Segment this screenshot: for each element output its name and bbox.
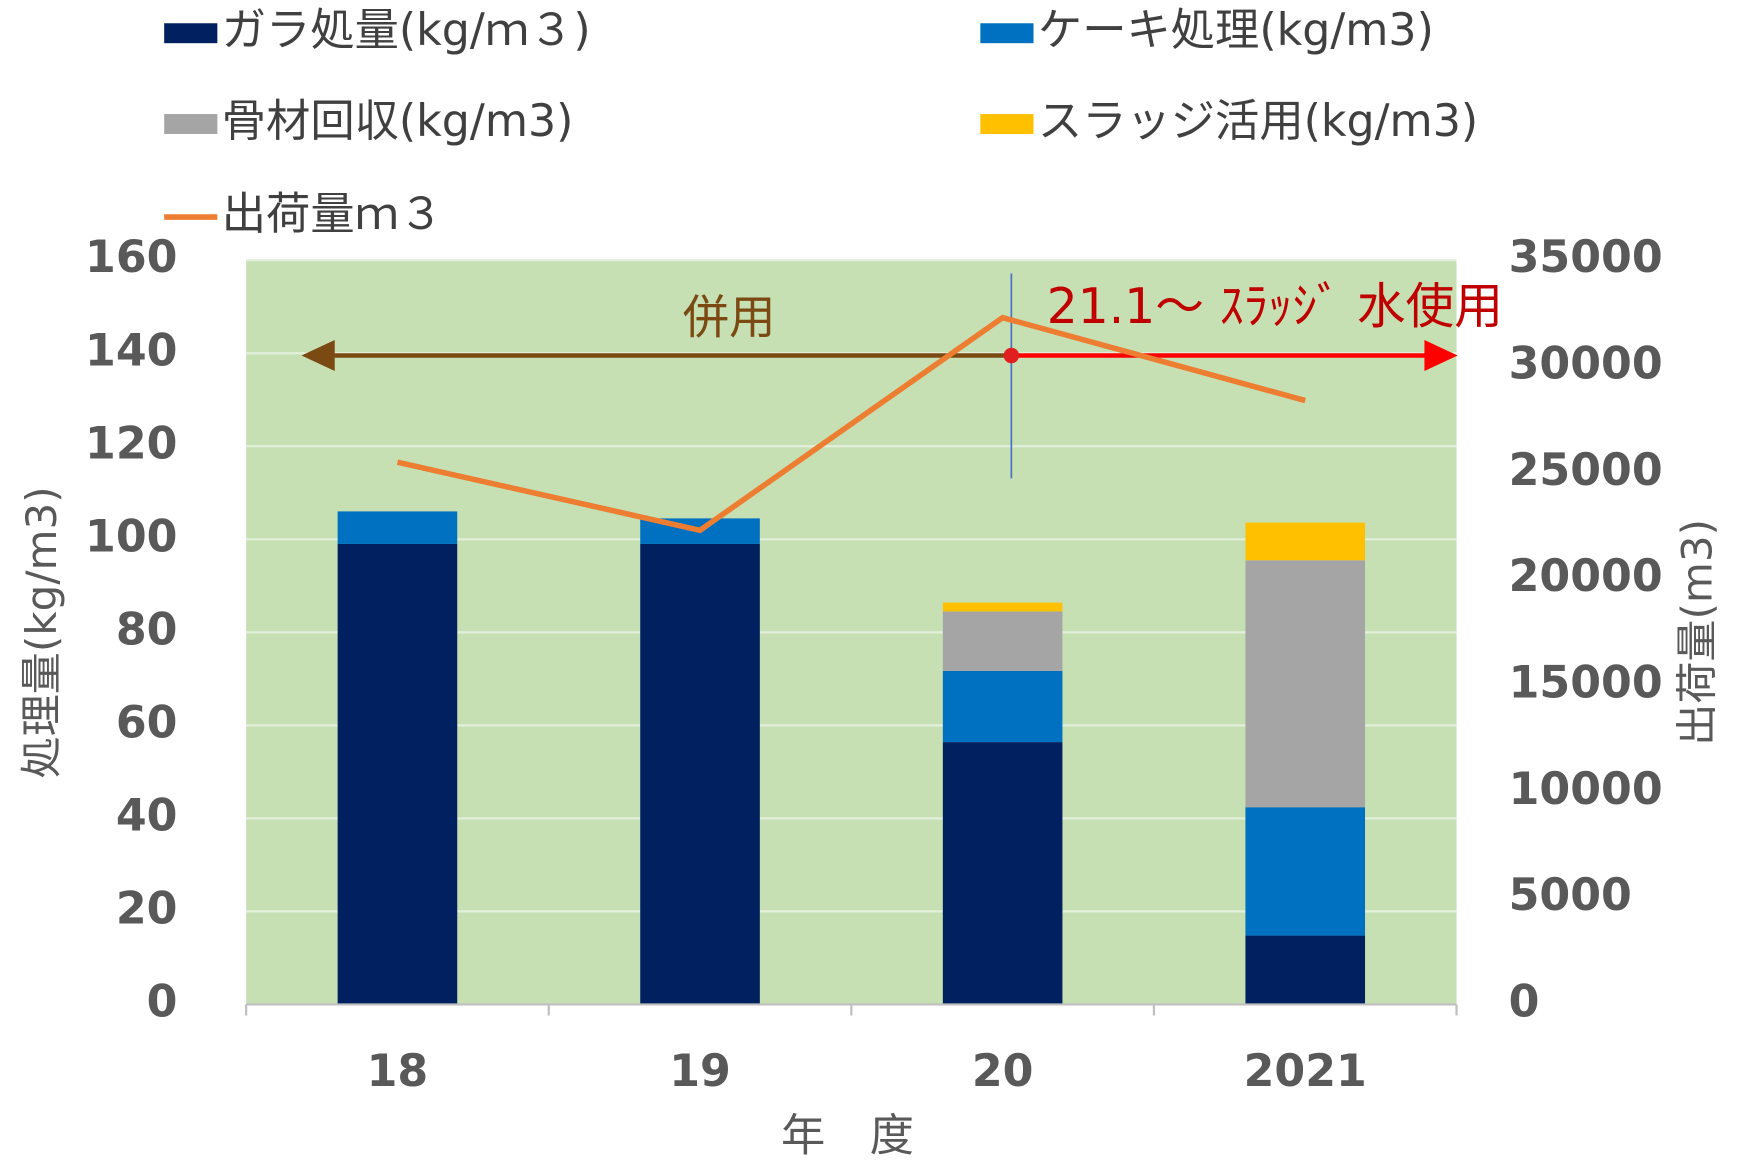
y-tick-label: 160	[85, 232, 177, 283]
bar-segment	[1245, 807, 1366, 936]
y-tick-label: 60	[116, 697, 178, 748]
y2-tick-label: 35000	[1509, 232, 1663, 283]
bar-segment	[942, 602, 1063, 612]
y-axis-label: 処理量(kg/m3)	[17, 486, 66, 778]
y2-tick-label: 0	[1509, 976, 1540, 1027]
legend-label: ケーキ処理(kg/m3)	[1038, 5, 1434, 56]
arrow-origin	[1003, 347, 1020, 364]
y-tick-label: 120	[85, 418, 177, 469]
bar-segment	[942, 742, 1063, 1005]
y2-tick-label: 20000	[1509, 551, 1663, 602]
x-axis-label: 年 度	[781, 1110, 914, 1161]
bar-segment	[1245, 522, 1366, 561]
y-tick-label: 40	[116, 790, 178, 841]
bar-segment	[942, 670, 1063, 743]
bar-segment	[640, 543, 760, 1005]
arrow-head	[301, 339, 335, 371]
legend-label: ガラ処量(kg/ｍ３)	[222, 5, 591, 56]
y-tick-label: 100	[85, 511, 177, 562]
x-tick-label: 2021	[1244, 1046, 1367, 1097]
legend-label: 骨材回収(kg/m3)	[222, 96, 574, 147]
y-tick-label: 0	[147, 976, 178, 1027]
bar-segment	[1245, 935, 1366, 1005]
y2-tick-label: 30000	[1509, 339, 1663, 390]
annotation: 併用	[682, 291, 775, 345]
legend-swatch	[164, 114, 218, 134]
legend-swatch	[980, 114, 1034, 134]
legend-swatch	[164, 23, 218, 44]
bar-segment	[337, 511, 458, 544]
annotation: 21.1～ ｽﾗｯｼﾞ 水使用	[1047, 279, 1503, 335]
arrow-head	[1424, 339, 1458, 371]
y2-tick-label: 15000	[1509, 657, 1663, 708]
legend-swatch	[980, 23, 1034, 44]
y-tick-label: 140	[85, 325, 177, 376]
y2-tick-label: 25000	[1509, 445, 1663, 496]
line-series	[396, 314, 1306, 534]
y2-tick-label: 5000	[1509, 870, 1632, 921]
y-tick-label: 20	[116, 883, 178, 934]
bar-segment	[337, 543, 458, 1005]
legend-label: 出荷量ｍ３	[222, 189, 443, 240]
bar-segment	[1245, 560, 1366, 808]
x-tick-label: 19	[669, 1046, 731, 1097]
bar-segment	[942, 611, 1063, 671]
legend-label: スラッジ活用(kg/m3)	[1038, 96, 1478, 147]
x-tick-label: 18	[367, 1046, 429, 1097]
y-tick-label: 80	[116, 604, 178, 655]
y2-axis-label: 出荷量(m3)	[1673, 519, 1722, 746]
x-tick-label: 20	[972, 1046, 1034, 1097]
y2-tick-label: 10000	[1509, 764, 1663, 815]
